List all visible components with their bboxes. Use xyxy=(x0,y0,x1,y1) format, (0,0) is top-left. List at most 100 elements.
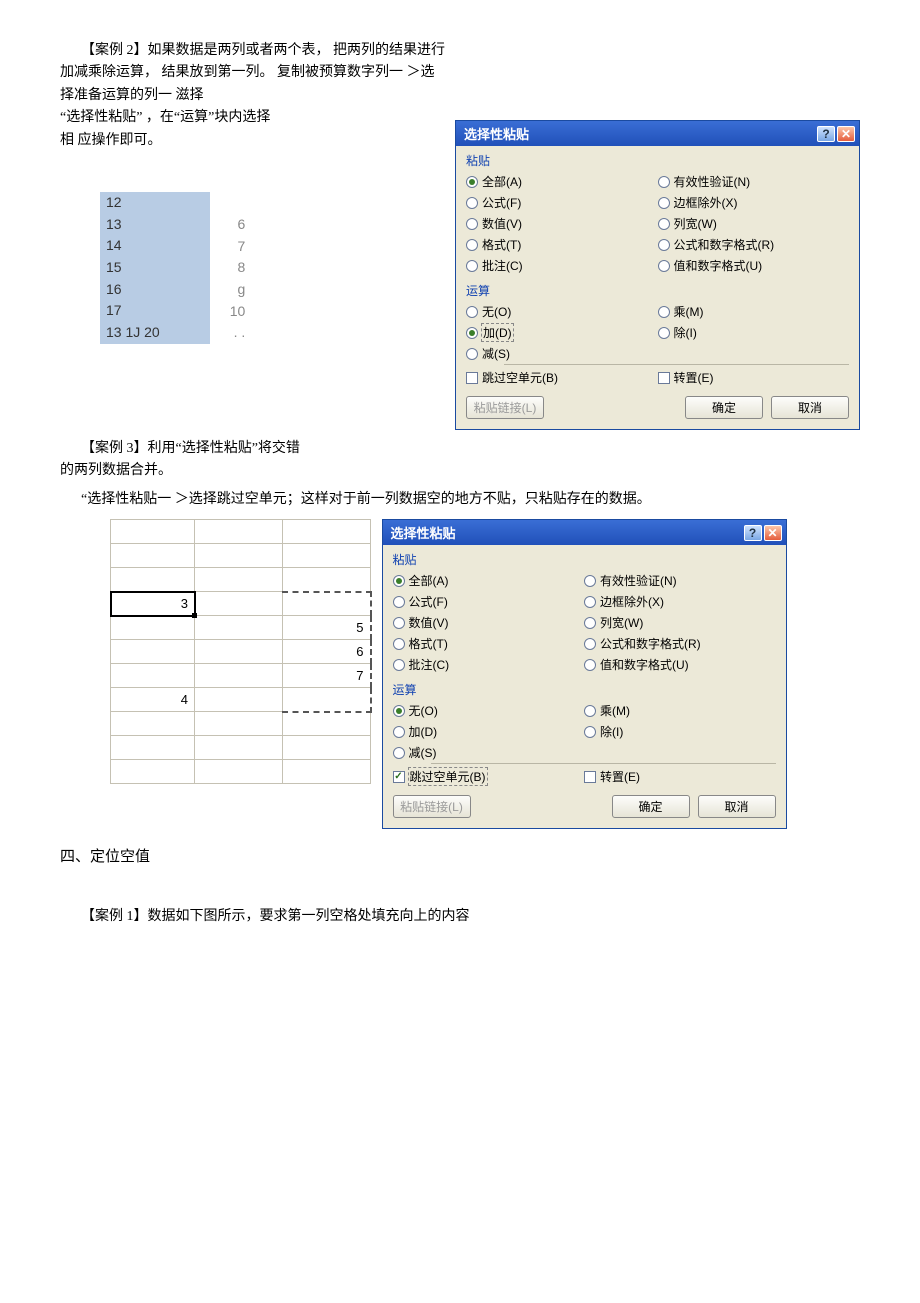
radio-option[interactable]: 格式(T) xyxy=(466,236,658,253)
cell[interactable] xyxy=(111,616,195,640)
ok-button[interactable]: 确定 xyxy=(612,795,690,818)
cell[interactable]: 7 xyxy=(283,664,371,688)
radio-icon xyxy=(466,327,478,339)
cell[interactable] xyxy=(283,568,371,592)
radio-option[interactable]: 全部(A) xyxy=(393,572,585,589)
cell[interactable] xyxy=(195,760,283,784)
checkbox-label: 转置(E) xyxy=(600,768,640,785)
cell[interactable] xyxy=(283,712,371,736)
close-icon[interactable]: ✕ xyxy=(764,525,782,541)
radio-label: 批注(C) xyxy=(409,656,450,673)
radio-option[interactable]: 数值(V) xyxy=(393,614,585,631)
spreadsheet-table: 3 567 4 xyxy=(110,519,372,784)
radio-label: 公式(F) xyxy=(482,194,521,211)
cell[interactable] xyxy=(283,736,371,760)
radio-icon xyxy=(658,306,670,318)
radio-option[interactable]: 批注(C) xyxy=(393,656,585,673)
mini-b-cell: 8 xyxy=(230,257,246,279)
mini-b-cell: . . xyxy=(230,322,246,344)
checkbox-option[interactable]: 跳过空单元(B) xyxy=(466,369,658,386)
radio-option[interactable]: 边框除外(X) xyxy=(658,194,850,211)
radio-icon xyxy=(658,218,670,230)
radio-icon xyxy=(658,197,670,209)
cell[interactable] xyxy=(111,760,195,784)
radio-label: 有效性验证(N) xyxy=(600,572,677,589)
cell[interactable]: 5 xyxy=(283,616,371,640)
cell[interactable] xyxy=(195,616,283,640)
checkbox-icon xyxy=(658,372,670,384)
cell[interactable] xyxy=(111,712,195,736)
radio-option[interactable]: 列宽(W) xyxy=(584,614,776,631)
cell[interactable] xyxy=(111,736,195,760)
checkbox-option[interactable]: 转置(E) xyxy=(658,369,850,386)
radio-option[interactable]: 全部(A) xyxy=(466,173,658,190)
radio-option[interactable]: 列宽(W) xyxy=(658,215,850,232)
radio-option[interactable]: 无(O) xyxy=(393,702,585,719)
radio-option[interactable]: 批注(C) xyxy=(466,257,658,274)
help-icon[interactable]: ? xyxy=(744,525,762,541)
radio-option[interactable]: 公式(F) xyxy=(466,194,658,211)
cell[interactable] xyxy=(283,592,371,616)
radio-icon xyxy=(584,659,596,671)
help-icon[interactable]: ? xyxy=(817,126,835,142)
checkbox-icon xyxy=(584,771,596,783)
radio-option[interactable]: 边框除外(X) xyxy=(584,593,776,610)
cancel-button[interactable]: 取消 xyxy=(771,396,849,419)
cell[interactable] xyxy=(111,640,195,664)
cell[interactable] xyxy=(195,592,283,616)
radio-option[interactable]: 有效性验证(N) xyxy=(658,173,850,190)
radio-option[interactable]: 减(S) xyxy=(393,744,585,761)
radio-option[interactable]: 数值(V) xyxy=(466,215,658,232)
paste-special-dialog: 选择性粘贴?✕粘贴全部(A)公式(F)数值(V)格式(T)批注(C)有效性验证(… xyxy=(382,519,787,829)
radio-option[interactable]: 乘(M) xyxy=(658,303,850,320)
radio-icon xyxy=(393,596,405,608)
radio-option[interactable]: 公式和数字格式(R) xyxy=(658,236,850,253)
cell[interactable] xyxy=(195,568,283,592)
cell[interactable] xyxy=(195,544,283,568)
ok-button[interactable]: 确定 xyxy=(685,396,763,419)
radio-label: 乘(M) xyxy=(600,702,630,719)
radio-option[interactable]: 值和数字格式(U) xyxy=(584,656,776,673)
cancel-button[interactable]: 取消 xyxy=(698,795,776,818)
cell[interactable] xyxy=(283,688,371,712)
checkbox-option[interactable]: 跳过空单元(B) xyxy=(393,768,585,785)
radio-icon xyxy=(466,176,478,188)
cell[interactable] xyxy=(195,520,283,544)
cell[interactable] xyxy=(195,664,283,688)
radio-option[interactable]: 减(S) xyxy=(466,345,658,362)
cell[interactable]: 6 xyxy=(283,640,371,664)
cell[interactable] xyxy=(283,544,371,568)
cell[interactable] xyxy=(283,520,371,544)
checkbox-option[interactable]: 转置(E) xyxy=(584,768,776,785)
cell[interactable] xyxy=(195,688,283,712)
radio-option[interactable]: 加(D) xyxy=(466,324,658,341)
case3-title: 【案例 3】利用“选择性粘贴”将交错 的两列数据合并。 xyxy=(60,438,860,483)
radio-option[interactable]: 除(I) xyxy=(658,324,850,341)
radio-option[interactable]: 公式和数字格式(R) xyxy=(584,635,776,652)
radio-label: 全部(A) xyxy=(409,572,449,589)
cell[interactable] xyxy=(111,520,195,544)
cell[interactable]: 3 xyxy=(111,592,195,616)
cell[interactable] xyxy=(195,712,283,736)
cell[interactable] xyxy=(195,736,283,760)
radio-label: 数值(V) xyxy=(482,215,522,232)
radio-icon xyxy=(466,348,478,360)
cell[interactable] xyxy=(111,568,195,592)
radio-option[interactable]: 无(O) xyxy=(466,303,658,320)
radio-icon xyxy=(466,197,478,209)
radio-option[interactable]: 公式(F) xyxy=(393,593,585,610)
close-icon[interactable]: ✕ xyxy=(837,126,855,142)
radio-option[interactable]: 除(I) xyxy=(584,723,776,740)
radio-option[interactable]: 格式(T) xyxy=(393,635,585,652)
cell[interactable] xyxy=(283,760,371,784)
radio-option[interactable]: 加(D) xyxy=(393,723,585,740)
radio-option[interactable]: 值和数字格式(U) xyxy=(658,257,850,274)
mini-a-cell: 14 xyxy=(106,235,160,257)
cell[interactable] xyxy=(111,544,195,568)
cell[interactable] xyxy=(111,664,195,688)
radio-option[interactable]: 乘(M) xyxy=(584,702,776,719)
cell[interactable]: 4 xyxy=(111,688,195,712)
cell[interactable] xyxy=(195,640,283,664)
radio-option[interactable]: 有效性验证(N) xyxy=(584,572,776,589)
radio-icon xyxy=(393,575,405,587)
